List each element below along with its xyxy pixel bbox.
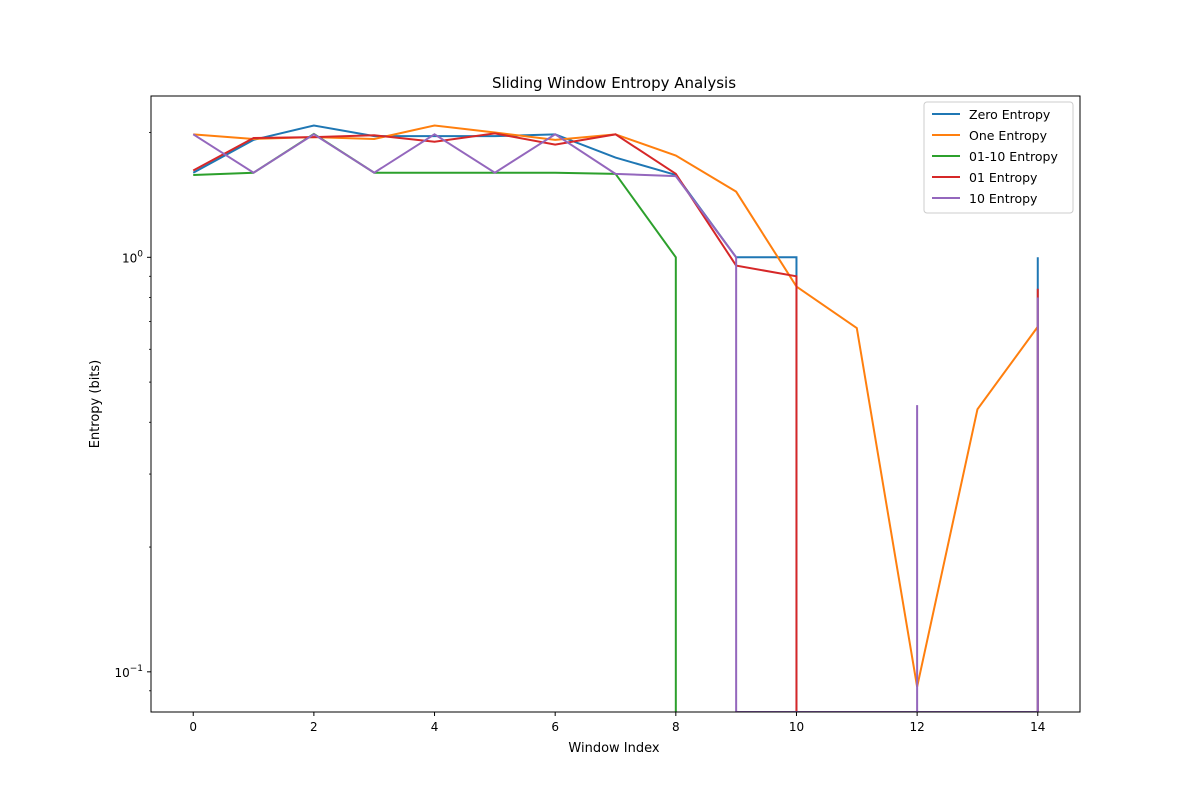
- series-lines: [192, 124, 1039, 712]
- plot-area: [192, 124, 1039, 712]
- x-tick-label: 12: [909, 720, 924, 734]
- x-tick-label: 6: [551, 720, 559, 734]
- legend-box: [923, 101, 1074, 214]
- x-tick-label: 14: [1030, 720, 1045, 734]
- series-line-1: [193, 124, 1039, 688]
- x-tick-label: 0: [189, 720, 197, 734]
- y-axis-label: Entropy (bits): [88, 360, 103, 449]
- x-tick-label: 10: [789, 720, 804, 734]
- series-line-3: [192, 132, 1039, 712]
- plot-frame: [150, 95, 1081, 713]
- x-axis: 0 2 4 6 8 10 12 14: [189, 712, 1045, 734]
- x-tick-label: 8: [672, 720, 680, 734]
- y-axis: 10−1 100: [114, 132, 151, 692]
- x-axis-label: Window Index: [568, 741, 659, 756]
- x-tick-label: 2: [310, 720, 318, 734]
- y-tick-label: 100: [122, 249, 143, 265]
- x-tick-label: 4: [431, 720, 439, 734]
- legend-entry: 01-10 Entropy: [969, 149, 1058, 164]
- series-line-2: [193, 132, 677, 712]
- series-line-0: [192, 124, 1039, 712]
- legend-entry: 01 Entropy: [969, 170, 1038, 185]
- legend-entry: 10 Entropy: [969, 191, 1038, 206]
- y-tick-label: 10−1: [114, 664, 143, 680]
- legend-entry: One Entropy: [969, 128, 1048, 143]
- chart-title: Sliding Window Entropy Analysis: [492, 74, 736, 92]
- legend: Zero Entropy One Entropy 01-10 Entropy 01 E…: [923, 101, 1074, 214]
- series-line-4: [192, 133, 1039, 712]
- legend-entry: Zero Entropy: [969, 107, 1051, 122]
